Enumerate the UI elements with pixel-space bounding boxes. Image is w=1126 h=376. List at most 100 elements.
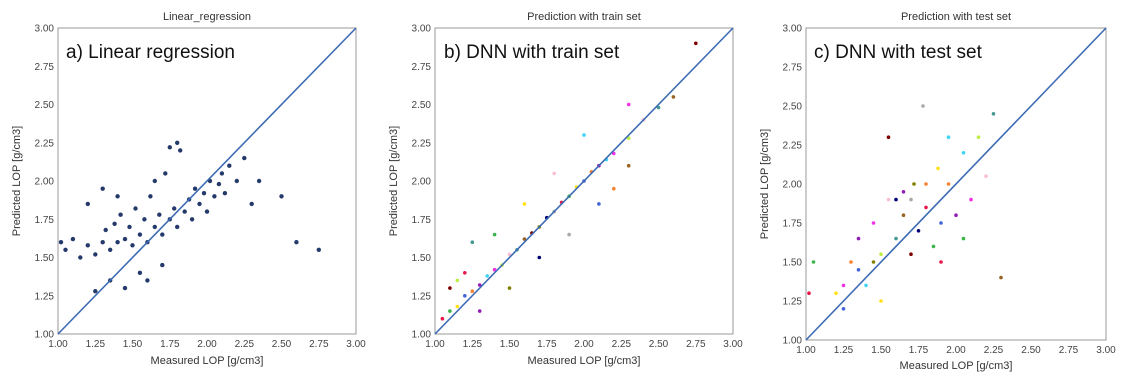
data-point <box>849 260 853 264</box>
data-point <box>477 309 482 313</box>
data-point <box>249 201 254 207</box>
data-point <box>507 252 512 257</box>
data-point <box>656 105 661 110</box>
data-point <box>219 171 225 176</box>
x-tick-label: 2.75 <box>309 339 329 350</box>
data-point <box>886 197 891 202</box>
data-point <box>909 252 913 256</box>
y-tick-label: 1.00 <box>412 330 432 341</box>
data-point <box>864 283 868 288</box>
x-tick-label: 2.50 <box>649 339 669 350</box>
y-axis-label: Predicted LOP [g/cm3] <box>759 129 771 239</box>
panel-title: Linear_regression <box>163 11 251 23</box>
data-point <box>694 41 698 46</box>
y-tick-label: 1.75 <box>783 219 803 230</box>
data-point <box>137 232 143 237</box>
data-point <box>939 221 943 225</box>
panel-title: Prediction with train set <box>527 11 641 23</box>
identity-line <box>805 27 1107 341</box>
data-point <box>976 135 981 139</box>
y-tick-label: 2.00 <box>35 177 55 188</box>
data-point <box>63 247 68 252</box>
data-point <box>279 194 284 199</box>
data-point <box>70 236 76 242</box>
data-point <box>175 224 180 230</box>
data-point <box>160 262 165 268</box>
data-point <box>115 194 120 199</box>
data-point <box>522 202 527 206</box>
data-point <box>448 309 452 313</box>
x-axis-label: Measured LOP [g/cm3] <box>151 355 264 367</box>
data-point <box>167 145 172 150</box>
data-point <box>921 104 925 108</box>
data-point <box>212 194 217 199</box>
data-point <box>175 140 180 145</box>
y-tick-label: 2.50 <box>783 102 803 113</box>
data-point <box>626 163 631 168</box>
data-point <box>85 201 91 207</box>
data-point <box>242 155 247 161</box>
data-point <box>871 221 876 225</box>
data-point <box>256 178 262 184</box>
x-tick-label: 3.00 <box>1096 345 1116 356</box>
data-point <box>103 227 108 233</box>
y-tick-label: 1.00 <box>783 336 803 347</box>
data-point <box>597 202 601 206</box>
data-point <box>936 166 940 171</box>
data-point <box>78 255 83 260</box>
x-tick-label: 1.25 <box>463 339 483 350</box>
y-tick-label: 1.25 <box>35 291 55 302</box>
x-axis-label: Measured LOP [g/cm3] <box>528 355 641 367</box>
data-point <box>871 260 876 264</box>
scatter-points <box>807 104 1003 311</box>
x-tick-labels: 1.00 1.25 1.50 1.75 2.00 2.25 2.50 2.75 3.00 <box>48 339 366 350</box>
x-tick-label: 1.50 <box>500 339 520 350</box>
data-point <box>901 213 906 217</box>
y-tick-label: 2.50 <box>35 100 55 111</box>
scatter-points <box>58 140 321 294</box>
data-point <box>582 133 586 137</box>
data-point <box>178 148 183 153</box>
x-tick-labels: 1.00 1.25 1.50 1.75 2.00 2.25 2.50 2.75 3.00 <box>796 345 1116 356</box>
data-point <box>58 240 64 245</box>
y-tick-label: 2.00 <box>412 177 432 188</box>
x-tick-label: 3.00 <box>723 339 743 350</box>
y-axis-label: Predicted LOP [g/cm3] <box>11 126 23 236</box>
y-tick-label: 1.25 <box>783 297 803 308</box>
panel-label: c) DNN with test set <box>814 42 983 63</box>
x-tick-label: 2.75 <box>1059 345 1079 356</box>
x-tick-label: 2.00 <box>197 339 217 350</box>
x-tick-labels: 1.00 1.25 1.50 1.75 2.00 2.25 2.50 2.75 3.00 <box>425 339 743 350</box>
data-point <box>626 136 631 140</box>
data-point <box>492 232 497 237</box>
data-point <box>316 247 321 252</box>
y-tick-label: 2.25 <box>35 138 55 149</box>
panel-linear-regression: Linear_regression 1.00 1.25 1.50 1.75 2.00 2.… <box>11 11 366 367</box>
data-point <box>455 304 460 309</box>
y-tick-label: 3.00 <box>783 24 803 35</box>
y-tick-label: 2.00 <box>783 180 803 191</box>
data-point <box>448 286 452 290</box>
y-tick-label: 2.75 <box>783 63 803 74</box>
y-tick-label: 2.25 <box>412 138 432 149</box>
data-point <box>807 291 811 296</box>
x-tick-label: 3.00 <box>346 339 366 350</box>
data-point <box>197 201 202 207</box>
x-tick-label: 1.25 <box>834 345 854 356</box>
data-point <box>172 206 177 211</box>
data-point <box>894 197 898 202</box>
data-point <box>455 278 460 283</box>
data-point <box>894 236 898 241</box>
data-point <box>477 283 482 287</box>
data-point <box>567 232 571 237</box>
data-point <box>463 294 467 298</box>
y-tick-label: 1.50 <box>35 253 55 264</box>
x-tick-label: 2.50 <box>272 339 292 350</box>
data-point <box>901 190 906 194</box>
data-point <box>192 186 198 191</box>
data-point <box>201 191 207 196</box>
data-point <box>834 291 838 296</box>
data-point <box>879 299 883 303</box>
x-tick-label: 1.50 <box>871 345 891 356</box>
